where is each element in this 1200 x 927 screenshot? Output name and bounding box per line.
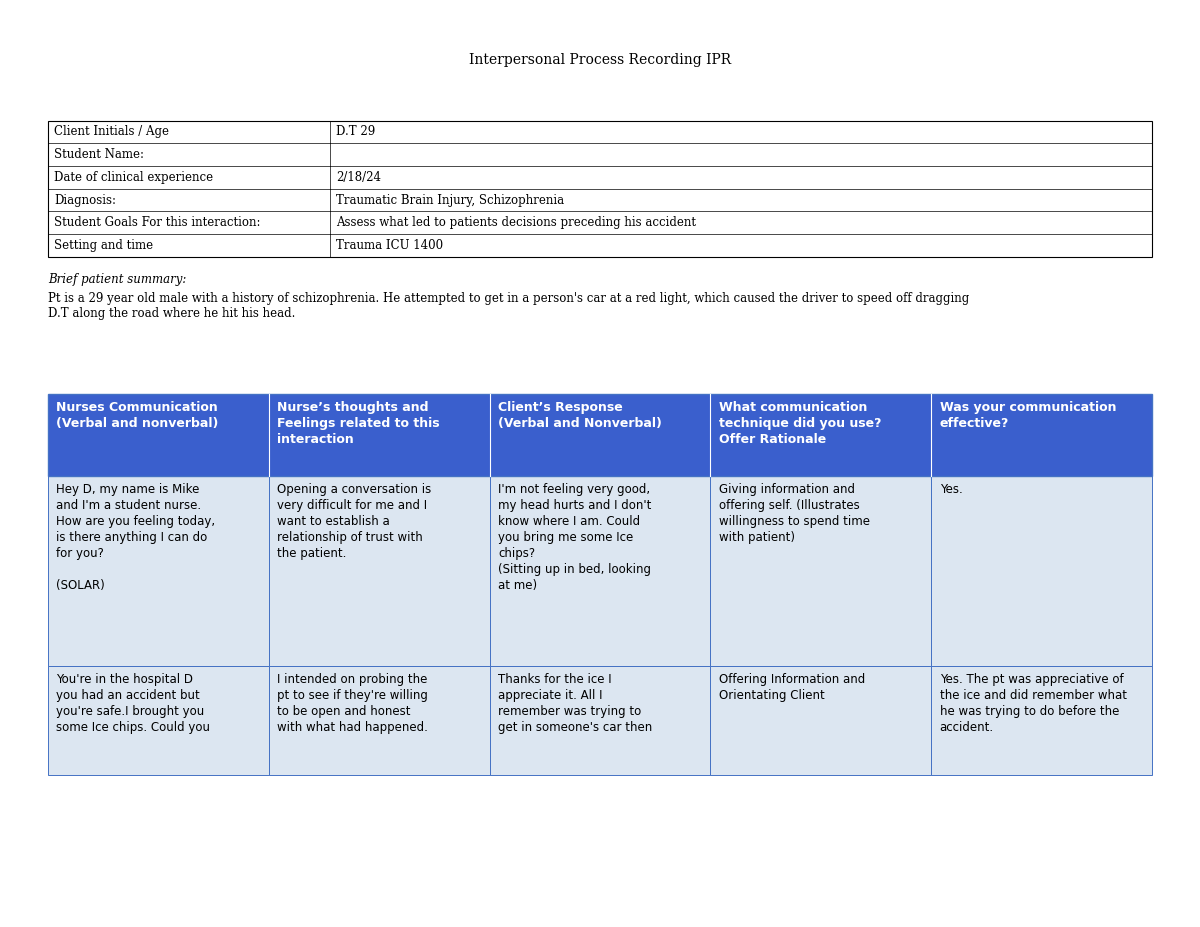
- Bar: [48, 394, 269, 476]
- Bar: [710, 476, 931, 666]
- Text: 2/18/24: 2/18/24: [336, 171, 380, 184]
- Bar: [710, 666, 931, 775]
- Bar: [490, 394, 710, 476]
- Text: Student Name:: Student Name:: [54, 148, 144, 161]
- Text: I'm not feeling very good,
my head hurts and I don't
know where I am. Could
you : I'm not feeling very good, my head hurts…: [498, 483, 652, 592]
- Text: Hey D, my name is Mike
and I'm a student nurse.
How are you feeling today,
is th: Hey D, my name is Mike and I'm a student…: [56, 483, 216, 592]
- Bar: [269, 394, 490, 476]
- Bar: [48, 121, 1152, 257]
- Bar: [269, 666, 490, 775]
- Bar: [710, 394, 931, 476]
- Text: D.T 29: D.T 29: [336, 125, 376, 138]
- Bar: [931, 394, 1152, 476]
- Text: Yes.: Yes.: [940, 483, 962, 496]
- Text: Trauma ICU 1400: Trauma ICU 1400: [336, 239, 443, 252]
- Text: Setting and time: Setting and time: [54, 239, 154, 252]
- Text: Brief patient summary:: Brief patient summary:: [48, 273, 186, 286]
- Bar: [48, 666, 269, 775]
- Bar: [269, 476, 490, 666]
- Text: Student Goals For this interaction:: Student Goals For this interaction:: [54, 216, 260, 229]
- Bar: [490, 666, 710, 775]
- Bar: [48, 394, 1152, 476]
- Bar: [931, 476, 1152, 666]
- Text: Was your communication
effective?: Was your communication effective?: [940, 401, 1116, 430]
- Text: Pt is a 29 year old male with a history of schizophrenia. He attempted to get in: Pt is a 29 year old male with a history …: [48, 292, 970, 320]
- Bar: [931, 666, 1152, 775]
- Text: Yes. The pt was appreciative of
the ice and did remember what
he was trying to d: Yes. The pt was appreciative of the ice …: [940, 673, 1127, 734]
- Text: Opening a conversation is
very difficult for me and I
want to establish a
relati: Opening a conversation is very difficult…: [277, 483, 432, 560]
- Text: Nurse’s thoughts and
Feelings related to this
interaction: Nurse’s thoughts and Feelings related to…: [277, 401, 440, 447]
- Text: Offering Information and
Orientating Client: Offering Information and Orientating Cli…: [719, 673, 865, 702]
- Text: Diagnosis:: Diagnosis:: [54, 194, 116, 207]
- Bar: [490, 476, 710, 666]
- Text: Traumatic Brain Injury, Schizophrenia: Traumatic Brain Injury, Schizophrenia: [336, 194, 564, 207]
- Text: Client Initials / Age: Client Initials / Age: [54, 125, 169, 138]
- Text: You're in the hospital D
you had an accident but
you're safe.I brought you
some : You're in the hospital D you had an acci…: [56, 673, 210, 734]
- Text: Assess what led to patients decisions preceding his accident: Assess what led to patients decisions pr…: [336, 216, 696, 229]
- Text: Giving information and
offering self. (Illustrates
willingness to spend time
wit: Giving information and offering self. (I…: [719, 483, 870, 544]
- Bar: [48, 476, 269, 666]
- Text: What communication
technique did you use?
Offer Rationale: What communication technique did you use…: [719, 401, 881, 447]
- Text: I intended on probing the
pt to see if they're willing
to be open and honest
wit: I intended on probing the pt to see if t…: [277, 673, 428, 734]
- Text: Interpersonal Process Recording IPR: Interpersonal Process Recording IPR: [469, 53, 731, 68]
- Text: Date of clinical experience: Date of clinical experience: [54, 171, 214, 184]
- Text: Nurses Communication
(Verbal and nonverbal): Nurses Communication (Verbal and nonverb…: [56, 401, 218, 430]
- Text: Thanks for the ice I
appreciate it. All I
remember was trying to
get in someone': Thanks for the ice I appreciate it. All …: [498, 673, 653, 734]
- Text: Client’s Response
(Verbal and Nonverbal): Client’s Response (Verbal and Nonverbal): [498, 401, 662, 430]
